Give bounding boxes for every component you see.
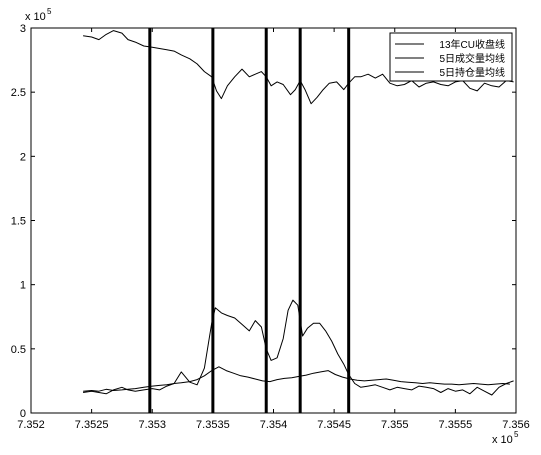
x-tick-label: 7.353 bbox=[138, 419, 166, 431]
series-line-2 bbox=[83, 366, 510, 392]
y-axis: 0 0.5 1 1.5 2 2.5 3 bbox=[11, 23, 516, 420]
legend-label-2: 5日持仓量均线 bbox=[439, 66, 505, 79]
x-tick-label: 7.355 bbox=[381, 419, 409, 431]
legend: 13年CU收盘线 5日成交量均线 5日持仓量均线 bbox=[389, 32, 513, 82]
y-exponent-power: 5 bbox=[47, 7, 52, 16]
x-tick-label: 7.3535 bbox=[196, 419, 230, 431]
x-tick-label: 7.352 bbox=[17, 419, 45, 431]
y-tick-label: 0.5 bbox=[11, 344, 26, 356]
series-line-0 bbox=[83, 30, 514, 105]
legend-label-1: 5日成交量均线 bbox=[439, 52, 505, 65]
axes-box bbox=[30, 27, 517, 414]
series-layer bbox=[83, 30, 514, 396]
x-tick-label: 7.354 bbox=[260, 419, 288, 431]
x-tick-label: 7.356 bbox=[502, 419, 530, 431]
y-tick-label: 2 bbox=[20, 151, 26, 163]
y-tick-label: 1.5 bbox=[11, 216, 26, 228]
y-exponent-base: x 10 bbox=[25, 11, 46, 23]
legend-box bbox=[389, 32, 513, 82]
x-exponent-base: x 10 bbox=[492, 434, 513, 446]
y-tick-label: 2.5 bbox=[11, 87, 26, 99]
y-tick-label: 3 bbox=[20, 23, 26, 35]
x-exponent-label: x 10 5 bbox=[492, 430, 519, 446]
x-axis: 7.352 7.3525 7.353 7.3535 7.354 7.3545 7.355 7.… bbox=[17, 28, 530, 431]
x-tick-label: 7.3525 bbox=[75, 419, 109, 431]
series-line-1 bbox=[83, 299, 514, 396]
x-tick-label: 7.3545 bbox=[317, 419, 351, 431]
y-tick-label: 0 bbox=[20, 408, 26, 420]
y-exponent-label: x 10 5 bbox=[25, 7, 52, 23]
y-tick-label: 1 bbox=[20, 280, 26, 292]
vertical-markers bbox=[148, 28, 351, 413]
x-exponent-power: 5 bbox=[514, 430, 519, 439]
x-tick-label: 7.3555 bbox=[439, 419, 473, 431]
legend-label-0: 13年CU收盘线 bbox=[439, 38, 505, 51]
